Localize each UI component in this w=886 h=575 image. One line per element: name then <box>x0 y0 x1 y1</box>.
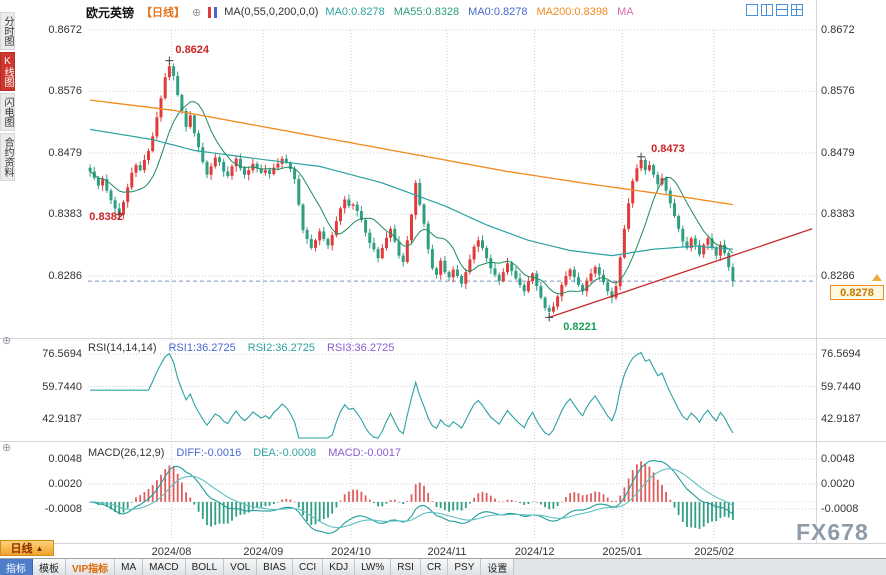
toolbar-item-indicator[interactable]: 指标 <box>0 559 33 575</box>
rsi-settings-icon[interactable]: ⊕ <box>2 335 12 347</box>
symbol-name: 欧元英镑 <box>86 5 135 20</box>
ma-value-5: MA <box>617 6 634 18</box>
chart-header: 欧元英镑 【日线】 ⊕ MA(0,55,0,200,0,0) MA0:0.827… <box>86 3 634 21</box>
toolbar-item-ma[interactable]: MA <box>115 559 144 575</box>
interval-tab-arrow-icon: ▲ <box>35 543 44 553</box>
macd-values: DIFF:-0.0016 DEA:-0.0008 MACD:-0.0017 <box>176 447 401 459</box>
ma-values: MA0:0.8278 MA55:0.8328 MA0:0.8278 MA200:0.8… <box>325 6 633 18</box>
toolbar-item-vol[interactable]: VOL <box>224 559 258 575</box>
macd-value-2: DEA:-0.0008 <box>253 447 317 459</box>
interval-tab-label: 日线 <box>10 543 33 555</box>
ma-value-2: MA55:0.8328 <box>393 6 460 18</box>
layout-split-horizontal-icon[interactable] <box>776 4 788 16</box>
toolbar-item-cr[interactable]: CR <box>420 559 449 575</box>
sidebar-tab-lightning-chart[interactable]: 闪电图 <box>0 93 15 131</box>
rsi-value-3: RSI3:36.2725 <box>327 342 395 354</box>
rsi-values: RSI1:36.2725 RSI2:36.2725 RSI3:36.2725 <box>168 342 394 354</box>
macd-settings-icon[interactable]: ⊕ <box>2 442 12 454</box>
macd-value-3: MACD:-0.0017 <box>328 447 401 459</box>
current-price-tag: 0.8278 <box>830 285 884 300</box>
interval-tab-daily[interactable]: 日线 ▲ <box>0 540 54 556</box>
toolbar-item-bias[interactable]: BIAS <box>257 559 293 575</box>
toolbar-item-template[interactable]: 模板 <box>33 559 66 575</box>
watermark: FX678 <box>796 519 869 545</box>
toolbar-item-cci[interactable]: CCI <box>292 559 324 575</box>
toolbar-item-macd[interactable]: MACD <box>143 559 186 575</box>
ma-value-4: MA200:0.8398 <box>536 6 609 18</box>
toolbar-item-boll[interactable]: BOLL <box>185 559 225 575</box>
ma-value-3: MA0:0.8278 <box>468 6 528 18</box>
rsi-value-1: RSI1:36.2725 <box>168 342 236 354</box>
macd-value-1: DIFF:-0.0016 <box>176 447 242 459</box>
layout-grid-icon[interactable] <box>791 4 803 16</box>
sidebar-tab-contract-info[interactable]: 合约资料 <box>0 133 15 181</box>
layout-single-icon[interactable] <box>746 4 758 16</box>
expand-icon[interactable]: ⊕ <box>192 6 202 19</box>
interval-label: 【日线】 <box>141 7 186 19</box>
ma-value-1: MA0:0.8278 <box>325 6 385 18</box>
candlestick-icon <box>208 6 218 18</box>
sidebar-tab-time-chart[interactable]: 分时图 <box>0 12 15 50</box>
toolbar-item-rsi[interactable]: RSI <box>391 559 421 575</box>
macd-header: MACD(26,12,9) DIFF:-0.0016 DEA:-0.0008 MAC… <box>88 447 401 459</box>
rsi-value-2: RSI2:36.2725 <box>247 342 316 354</box>
ma-settings: MA(0,55,0,200,0,0) <box>224 6 319 18</box>
sidebar-tab-kline-chart[interactable]: K线图 <box>0 52 15 91</box>
toolbar-item-settings[interactable]: 设置 <box>481 559 515 575</box>
layout-split-vertical-icon[interactable] <box>761 4 773 16</box>
price-marker-triangle <box>872 274 882 281</box>
chart-type-sidebar: 分时图 K线图闪电图合约资料 <box>0 12 17 181</box>
macd-params: MACD(26,12,9) <box>88 447 165 459</box>
layout-icons <box>746 4 803 16</box>
toolbar-item-kdj[interactable]: KDJ <box>323 559 356 575</box>
rsi-header: RSI(14,14,14) RSI1:36.2725 RSI2:36.2725 RS… <box>88 342 394 354</box>
toolbar-item-psy[interactable]: PSY <box>448 559 482 575</box>
indicator-toolbar: 指标 模板 VIP指标 MA MACD BOLL VOL BIAS CCI KDJ LW% RSI CR… <box>0 558 886 575</box>
toolbar-item-lw[interactable]: LW% <box>355 559 392 575</box>
toolbar-item-vip-indicator[interactable]: VIP指标 <box>66 559 116 575</box>
rsi-params: RSI(14,14,14) <box>88 342 157 354</box>
